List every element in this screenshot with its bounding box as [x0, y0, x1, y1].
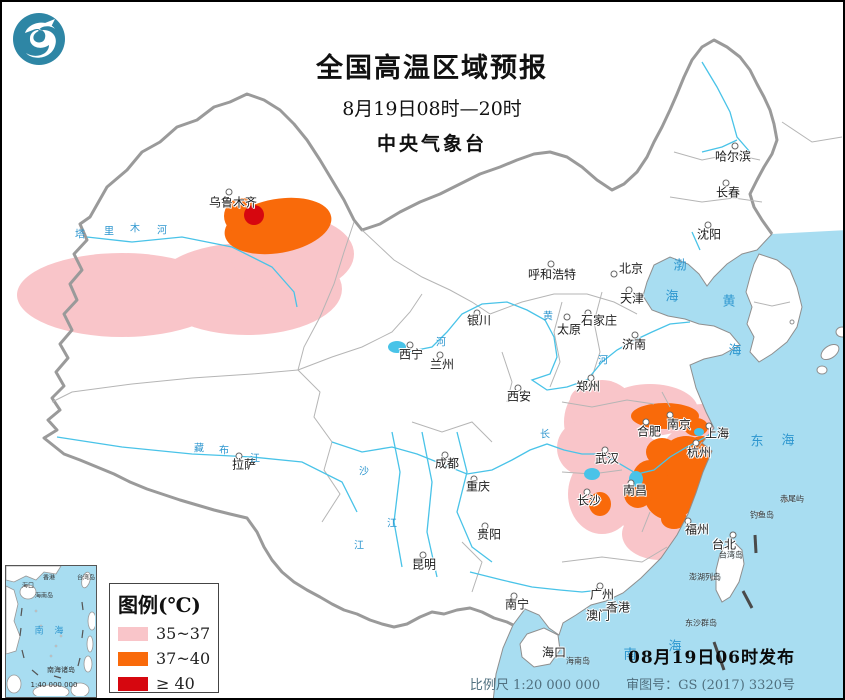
coastline — [492, 233, 773, 698]
footer-block: 08月19日06时发布 比例尺 1:20 000 000 审图号：GS (2017… — [470, 643, 795, 693]
legend-swatch — [118, 626, 148, 641]
dash-line-segments — [712, 534, 758, 671]
korea-peninsula — [745, 253, 803, 363]
south-china-sea-inset: 香港 海口 海南岛 台湾岛南 海南海诸岛 1:40 000 000 — [5, 565, 97, 698]
issue-time: 08月19日06时发布 — [628, 648, 795, 668]
map-credits: 比例尺 1:20 000 000 审图号：GS (2017) 3320号 — [470, 674, 795, 693]
hainan-island — [519, 627, 561, 668]
legend-label: 35~37 — [156, 624, 211, 643]
national-border — [42, 38, 779, 629]
map-scale: 比例尺 1:20 000 000 — [469, 678, 601, 693]
heat-region-37-40 — [224, 197, 718, 529]
approval-number: 审图号：GS (2017) 3320号 — [626, 678, 795, 693]
legend-row: 37~40 — [118, 649, 218, 668]
title-block: 全国高温区域预报 8月19日08时—20时 中央气象台 — [252, 46, 612, 156]
inset-map-graphic — [5, 565, 97, 698]
legend-rows: 35~37 37~40 ≥ 40 — [118, 624, 218, 693]
legend-swatch — [118, 651, 148, 666]
legend-swatch — [118, 676, 148, 691]
legend-title: 图例(℃) — [118, 593, 201, 617]
islands — [519, 253, 843, 668]
heat-region-35-37 — [17, 216, 728, 560]
legend-box: 图例(℃) 35~37 37~40 ≥ 40 — [109, 583, 219, 693]
legend-label: ≥ 40 — [156, 674, 195, 693]
taiwan-island — [715, 541, 745, 603]
legend-row: ≥ 40 — [118, 674, 218, 693]
agency-name: 中央气象台 — [376, 133, 487, 155]
cma-logo-icon — [13, 13, 65, 65]
forecast-period: 8月19日08时—20时 — [342, 98, 522, 120]
page-title: 全国高温区域预报 — [316, 53, 548, 84]
rivers — [56, 61, 751, 593]
legend-row: 35~37 — [118, 624, 218, 643]
heat-region-40plus — [244, 205, 264, 225]
legend-label: 37~40 — [156, 649, 211, 668]
